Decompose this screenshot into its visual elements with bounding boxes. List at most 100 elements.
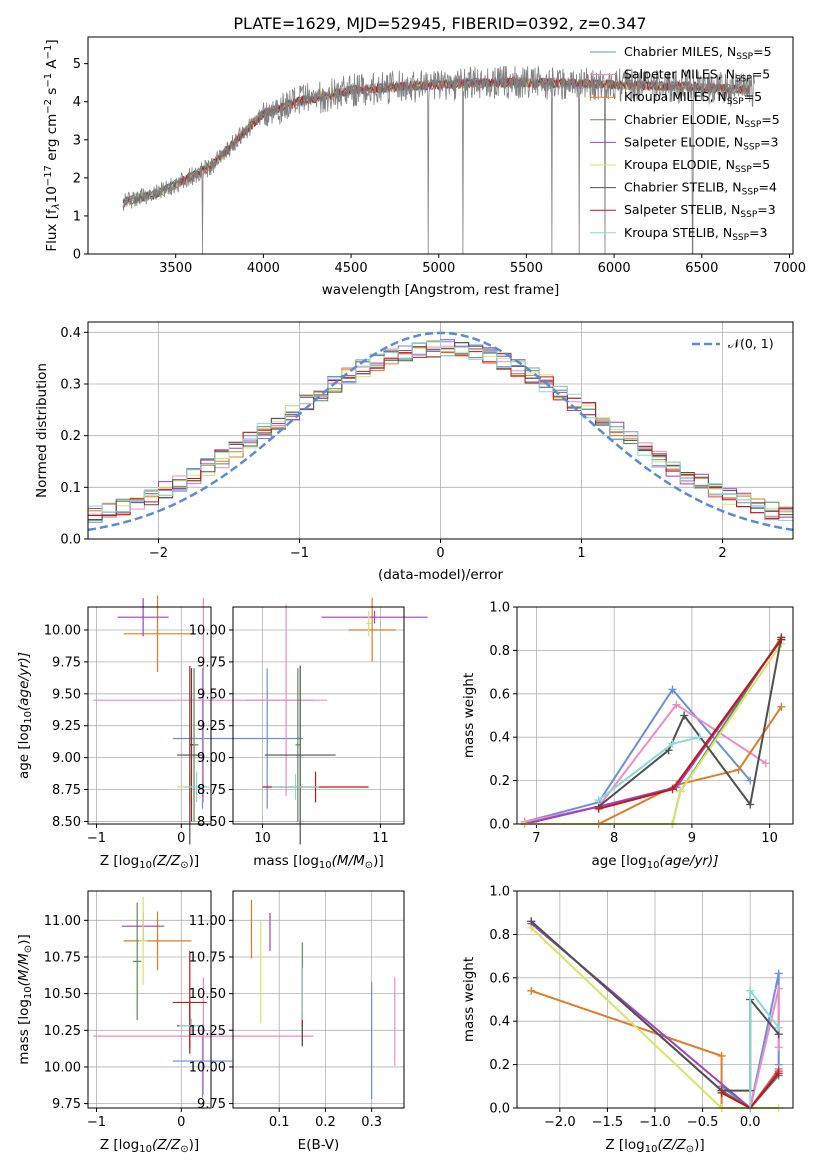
- label-part: Flux [f: [44, 208, 60, 252]
- legend-suffix: =3: [760, 134, 778, 149]
- y-tick-label: 8.75: [197, 783, 226, 798]
- y-tick-label: 11.00: [189, 914, 226, 929]
- x-tick-label: 5500: [510, 261, 543, 276]
- y-tick-label: 10.25: [44, 1024, 81, 1039]
- legend-label: Kroupa ELODIE, NSSP=5: [624, 157, 770, 175]
- y-tick-label: 0.0: [489, 1102, 510, 1117]
- weight-point-marker: [695, 733, 704, 742]
- label-part: 10: [645, 1144, 658, 1155]
- weight-point-marker: [668, 785, 677, 794]
- label-part: 10: [647, 860, 660, 871]
- y-tick-label: 0.8: [489, 928, 510, 943]
- x-tick-label: 0: [177, 1115, 185, 1130]
- weight-point-marker: [676, 787, 685, 796]
- legend-suffix: =5: [753, 44, 771, 59]
- x-tick-label: −1: [290, 546, 309, 561]
- y-axis-label: age [log10(age/yr)]: [16, 652, 34, 779]
- gaussian-curve: [87, 331, 794, 532]
- weight-point-marker: [777, 702, 786, 711]
- x-tick-label: −1: [87, 831, 106, 846]
- residual-histogram: [88, 340, 793, 524]
- label-part: ]: [44, 39, 60, 44]
- legend-suffix: =4: [759, 180, 777, 195]
- y-tick-label: 0.1: [60, 481, 81, 496]
- label-part: (M/M: [16, 953, 32, 986]
- label-part: age [log: [16, 724, 32, 779]
- observed-spectrum-line: [122, 65, 755, 254]
- y-tick-label: 2: [73, 171, 81, 186]
- x-tick-label: 4500: [335, 261, 368, 276]
- y-tick-label: 10.50: [44, 987, 81, 1002]
- label-part: 10: [139, 860, 152, 871]
- label-part: 10: [23, 986, 34, 999]
- legend-text: Salpeter MILES, N: [624, 67, 735, 82]
- legend-label: Kroupa MILES, NSSP=5: [624, 89, 762, 107]
- weight-point-marker: [734, 765, 743, 774]
- legend-label: Salpeter MILES, NSSP=5: [624, 67, 770, 85]
- y-tick-label: 0.4: [489, 731, 510, 746]
- label-part: erg cm: [44, 114, 60, 165]
- y-tick-label: 10.00: [44, 1060, 81, 1075]
- y-tick-label: 4: [73, 95, 81, 110]
- y-tick-label: 0: [73, 248, 81, 263]
- model-spectrum-line: [180, 76, 751, 186]
- weight-point-marker: [594, 804, 603, 813]
- y-tick-label: 10.25: [189, 1024, 226, 1039]
- y-tick-label: 0.2: [489, 1058, 510, 1073]
- label-part: mass [log: [253, 853, 319, 869]
- axes-frame: [516, 890, 794, 1109]
- legend-subscript: SSP: [735, 75, 752, 85]
- weight-point-marker: [668, 739, 677, 748]
- x-tick-label: 0: [177, 831, 185, 846]
- label-part: age [log: [591, 853, 646, 869]
- label-part: )]: [189, 853, 200, 869]
- label-part: (Z/Z: [152, 853, 181, 869]
- residual-panel: −2 −1 0 1 2 0.0 0.1 0.2 0.3 0.4 𝒩(0, 1) (data-model…: [34, 321, 794, 583]
- x-tick-label: 2: [718, 546, 726, 561]
- y-tick-label: 8.50: [52, 815, 81, 830]
- label-part: ⊙: [23, 945, 34, 953]
- y-tick-label: 11.00: [44, 914, 81, 929]
- weight-point-marker: [774, 1023, 783, 1032]
- axes-frame: [87, 890, 212, 1109]
- x-tick-label: 0.1: [269, 1115, 290, 1130]
- legend-text: Salpeter ELODIE, N: [624, 134, 743, 149]
- weight-point-marker: [717, 1051, 726, 1060]
- y-tick-label: 1.0: [489, 885, 510, 900]
- legend-text: Kroupa MILES, N: [624, 89, 727, 104]
- legend-label: Salpeter STELIB, NSSP=3: [624, 202, 776, 220]
- legend-label: Chabrier MILES, NSSP=5: [624, 44, 772, 62]
- y-tick-label: 0.0: [60, 533, 81, 548]
- x-axis-label: Z [log10(Z/Z⊙)]: [605, 1137, 704, 1155]
- y-tick-label: 9.00: [52, 751, 81, 766]
- legend-subscript: SSP: [736, 52, 753, 62]
- legend-suffix: =5: [761, 112, 779, 127]
- label-part: −2: [43, 99, 54, 114]
- label-part: A: [44, 59, 60, 73]
- x-tick-label: −1: [87, 1115, 106, 1130]
- x-tick-label: 0: [436, 546, 444, 561]
- mass-vs-ebv-panel: 0.1 0.2 0.3 9.75 10.00 10.25 10.50 10.75 11.00 E(…: [189, 890, 405, 1153]
- label-part: )]: [694, 1137, 705, 1153]
- label-part: −17: [43, 165, 54, 186]
- label-part: −1: [43, 45, 54, 60]
- x-axis-label: age [log10(age/yr)]: [591, 853, 718, 871]
- legend-subscript: SSP: [732, 233, 749, 243]
- y-tick-label: 9.25: [197, 719, 226, 734]
- legend-label: Salpeter ELODIE, NSSP=3: [624, 134, 778, 152]
- age-vs-mass-panel: 10 11 8.50 8.75 9.00 9.25 9.50 9.75 10.00 mass [l…: [189, 598, 428, 871]
- label-part: (age/yr)]: [659, 853, 718, 869]
- legend-suffix: =5: [744, 89, 762, 104]
- legend-subscript: SSP: [743, 142, 760, 152]
- x-axis-label: E(B-V): [298, 1137, 340, 1153]
- x-tick-label: 7: [532, 831, 540, 846]
- label-part: ⊙: [180, 1144, 188, 1155]
- weight-point-marker: [774, 1069, 783, 1078]
- legend-text: Kroupa ELODIE, N: [624, 157, 735, 172]
- x-tick-label: 5000: [422, 261, 455, 276]
- x-axis-label: Z [log10(Z/Z⊙)]: [100, 853, 199, 871]
- label-part: 10: [44, 186, 60, 203]
- y-tick-label: 9.75: [52, 655, 81, 670]
- y-tick-label: 10.00: [189, 1060, 226, 1075]
